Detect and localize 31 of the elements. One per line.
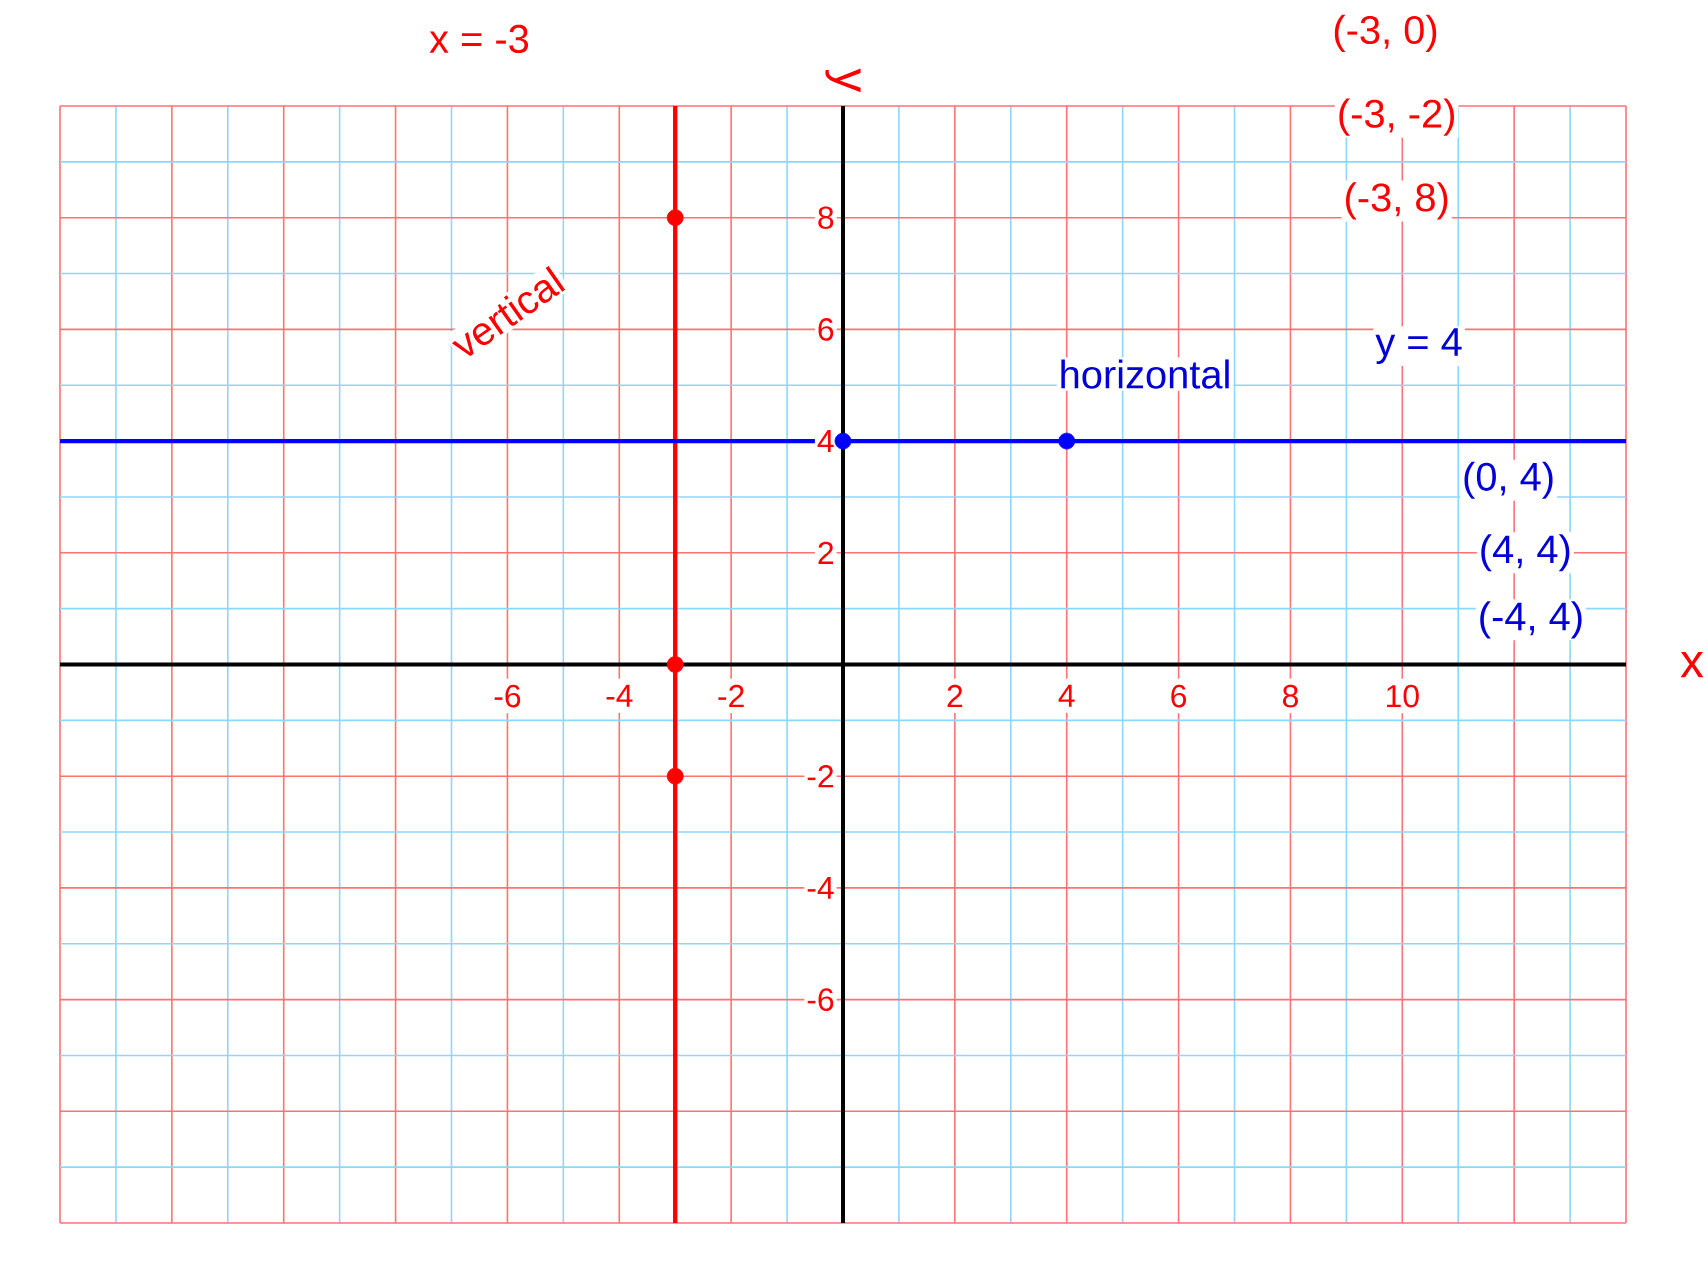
point [666,209,684,227]
x-tick-label: -6 [494,684,521,708]
annotation: (-4, 4) [1480,601,1582,639]
point [666,656,684,673]
y-tick-label: -6 [807,988,834,1011]
x-tick-label: 2 [947,684,963,708]
point [834,432,852,450]
y-tick-label: -4 [807,876,834,899]
y-tick-label: 6 [818,318,834,341]
annotation: (-3, -2) [1339,98,1454,136]
annotation: (-3, 8) [1346,182,1448,220]
y-tick-label: 2 [818,541,834,564]
x-tick-label: 8 [1282,684,1298,708]
y-tick-label: 4 [817,430,834,453]
x-axis-title: x [1680,651,1704,678]
x-tick-label: 10 [1387,684,1419,708]
annotation: (0, 4) [1464,461,1553,499]
x-tick-label: -2 [718,684,744,708]
x-tick-label: 4 [1058,684,1075,707]
y-tick-label: -2 [807,765,834,788]
annotation: (4, 4) [1481,534,1570,572]
point [666,767,684,785]
y-axis-title: y [825,68,861,93]
point [1058,432,1076,450]
x-tick-label: -4 [606,684,633,707]
text: x = -3 [429,24,529,54]
text: (-3, 0) [1334,14,1437,52]
annotation: y = 4 [1375,328,1462,364]
y-tick-label: 8 [818,206,834,229]
annotation: horizontal [1061,359,1229,389]
x-tick-label: 6 [1171,684,1187,708]
